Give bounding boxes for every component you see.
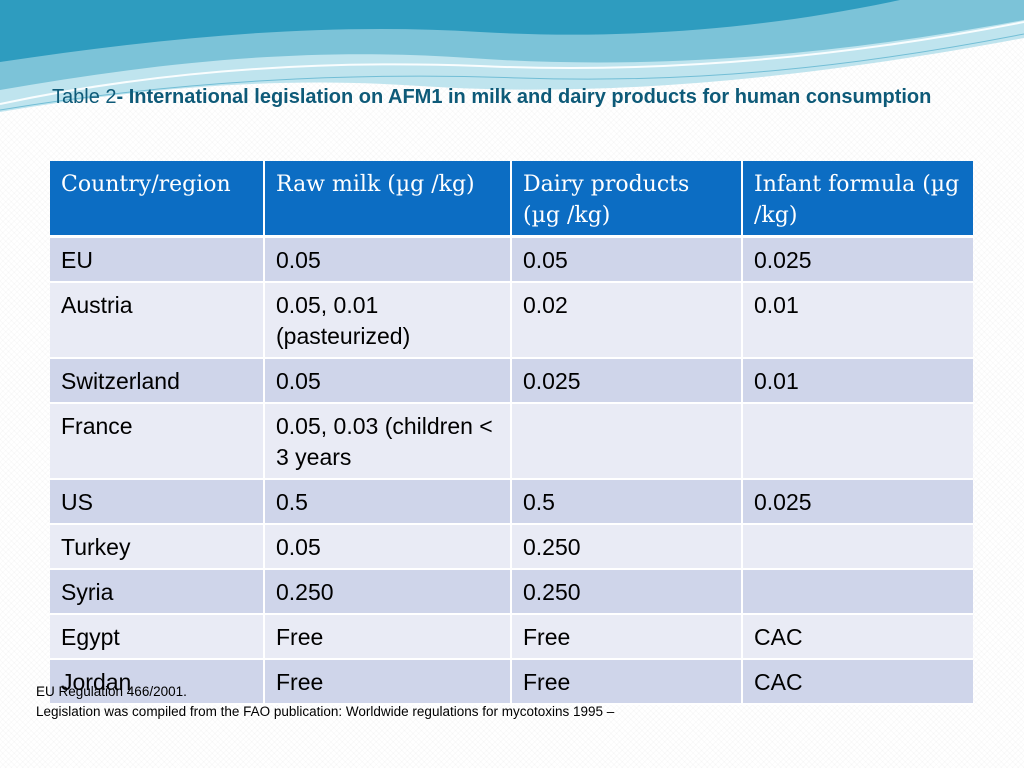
cell-dairy-products: 0.5: [511, 479, 743, 525]
cell-dairy-products: Free: [511, 659, 743, 705]
cell-dairy-products: 0.250: [511, 569, 743, 615]
cell-dairy-products: [511, 403, 743, 480]
slide-title: Table 2- International legislation on AF…: [52, 84, 982, 111]
cell-raw-milk: 0.5: [264, 479, 512, 525]
cell-country: France: [50, 403, 265, 480]
cell-country: Syria: [50, 569, 265, 615]
table-row: France 0.05, 0.03 (children < 3 years: [50, 403, 973, 480]
cell-country: Switzerland: [50, 358, 265, 404]
cell-dairy-products: 0.025: [511, 358, 743, 404]
cell-infant-formula: [742, 569, 973, 615]
cell-infant-formula: 0.025: [742, 479, 973, 525]
table-row: Syria 0.250 0.250: [50, 569, 973, 615]
title-prefix: Table 2: [52, 86, 117, 108]
table-header-row: Country/region Raw milk (µg /kg) Dairy p…: [50, 161, 973, 238]
wave-line-white: [0, 21, 1024, 105]
cell-raw-milk: Free: [264, 614, 512, 660]
cell-country: Egypt: [50, 614, 265, 660]
footnotes: EU Regulation 466/2001. Legislation was …: [36, 682, 614, 722]
cell-infant-formula: CAC: [742, 659, 973, 705]
cell-infant-formula: [742, 403, 973, 480]
cell-infant-formula: [742, 524, 973, 570]
cell-country: Jordan: [50, 659, 265, 705]
cell-raw-milk: 0.05, 0.03 (children < 3 years: [264, 403, 512, 480]
header-raw-milk: Raw milk (µg /kg): [264, 161, 512, 238]
cell-infant-formula: 0.01: [742, 358, 973, 404]
footnote-eu-regulation: EU Regulation 466/2001.: [36, 684, 187, 699]
cell-country: Austria: [50, 282, 265, 359]
table-row: EU 0.05 0.05 0.025: [50, 236, 973, 283]
cell-dairy-products: Free: [511, 614, 743, 660]
header-country: Country/region: [50, 161, 265, 238]
cell-country: Turkey: [50, 524, 265, 570]
cell-country: EU: [50, 236, 265, 283]
table-row: Jordan Free Free CAC: [50, 659, 973, 705]
cell-infant-formula: 0.025: [742, 236, 973, 283]
cell-country: US: [50, 479, 265, 525]
afm1-legislation-table: Country/region Raw milk (µg /kg) Dairy p…: [50, 161, 973, 705]
header-dairy-products: Dairy products (µg /kg): [511, 161, 743, 238]
cell-dairy-products: 0.02: [511, 282, 743, 359]
footnote-fao-source: Legislation was compiled from the FAO pu…: [36, 704, 615, 719]
wave-line-thin: [0, 33, 1024, 111]
header-wave-decoration: [0, 0, 1024, 112]
cell-raw-milk: Free: [264, 659, 512, 705]
table-row: Switzerland 0.05 0.025 0.01: [50, 358, 973, 404]
cell-raw-milk: 0.05: [264, 236, 512, 283]
table-row: Austria 0.05, 0.01 (pasteurized) 0.02 0.…: [50, 282, 973, 359]
cell-raw-milk: 0.250: [264, 569, 512, 615]
cell-raw-milk: 0.05, 0.01 (pasteurized): [264, 282, 512, 359]
table-row: US 0.5 0.5 0.025: [50, 479, 973, 525]
cell-dairy-products: 0.250: [511, 524, 743, 570]
header-infant-formula: Infant formula (µg /kg): [742, 161, 973, 238]
cell-dairy-products: 0.05: [511, 236, 743, 283]
table-row: Egypt Free Free CAC: [50, 614, 973, 660]
wave-band-dark: [0, 0, 900, 62]
cell-infant-formula: 0.01: [742, 282, 973, 359]
cell-raw-milk: 0.05: [264, 524, 512, 570]
table-row: Turkey 0.05 0.250: [50, 524, 973, 570]
cell-raw-milk: 0.05: [264, 358, 512, 404]
cell-infant-formula: CAC: [742, 614, 973, 660]
title-main: - International legislation on AFM1 in m…: [116, 86, 932, 108]
